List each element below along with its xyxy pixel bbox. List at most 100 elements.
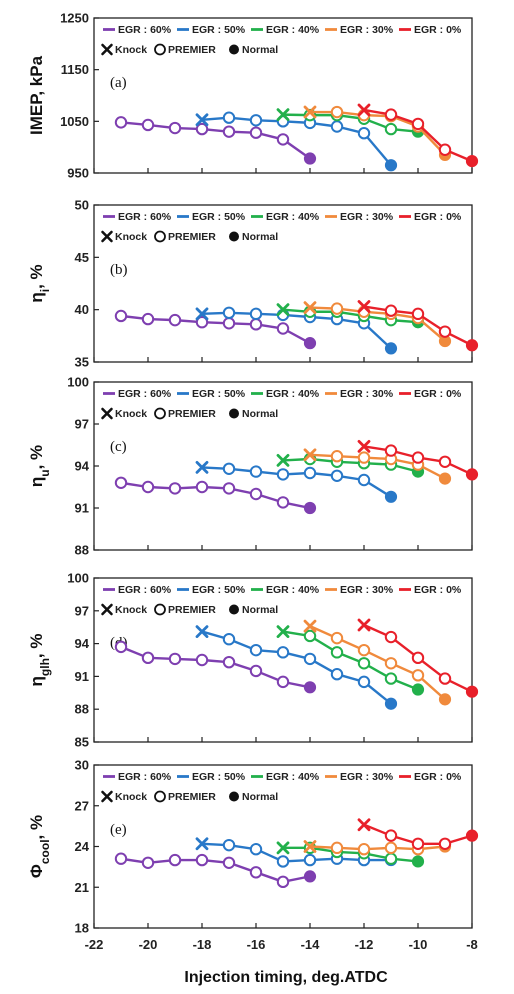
- data-point: [330, 668, 344, 681]
- data-point: [303, 629, 317, 643]
- y-tick-label: 21: [75, 880, 89, 895]
- data-point: [384, 841, 398, 855]
- data-point: [303, 681, 317, 694]
- data-point: [411, 855, 425, 868]
- data-point: [222, 462, 236, 475]
- panel-label: (b): [110, 262, 128, 278]
- data-point: [384, 657, 398, 670]
- y-axis-label-symbol: Φ: [27, 864, 46, 878]
- legend-label: EGR : 0%: [414, 771, 462, 783]
- data-point: [195, 653, 209, 667]
- y-axis-label-unit: , %: [27, 634, 46, 659]
- data-point: [276, 133, 290, 146]
- series-0: [114, 640, 317, 694]
- data-point: [249, 114, 263, 127]
- legend-knock-marker: [101, 43, 113, 56]
- legend-label: EGR : 0%: [414, 388, 462, 400]
- data-point: [222, 633, 236, 646]
- x-axis-label: Injection timing, deg.ATDC: [184, 969, 388, 986]
- data-point: [222, 306, 236, 320]
- x-tick-label: -12: [355, 937, 374, 952]
- data-point: [357, 127, 371, 140]
- x-tick-label: -20: [139, 937, 158, 952]
- data-point: [249, 643, 263, 657]
- legend-label: EGR : 60%: [118, 771, 172, 783]
- data-point: [168, 652, 182, 666]
- data-point: [330, 646, 344, 659]
- legend-marker-label: PREMIER: [168, 604, 216, 616]
- data-point: [411, 683, 425, 696]
- data-point: [276, 841, 290, 855]
- series-1: [195, 111, 398, 172]
- y-axis-label-subscript: i: [38, 289, 52, 292]
- data-point: [141, 651, 155, 665]
- legend-label: EGR : 50%: [192, 24, 246, 36]
- data-point: [276, 468, 290, 481]
- y-axis-label-unit: , %: [27, 264, 46, 289]
- series-0: [114, 309, 317, 350]
- data-point: [195, 461, 209, 474]
- series-3: [303, 619, 452, 706]
- data-point: [276, 646, 290, 659]
- x-tick-label: -10: [409, 937, 428, 952]
- y-tick-label: 91: [75, 669, 89, 684]
- data-point: [114, 116, 128, 129]
- legend-label: EGR : 0%: [414, 24, 462, 36]
- y-tick-label: 45: [75, 250, 89, 265]
- y-tick-label: 950: [67, 166, 89, 181]
- data-point: [384, 342, 398, 355]
- x-tick-label: -16: [247, 937, 266, 952]
- data-point: [114, 852, 128, 865]
- legend-label: EGR : 40%: [266, 211, 320, 223]
- data-point: [222, 317, 236, 330]
- data-point: [195, 307, 209, 321]
- legend-marker-label: Knock: [115, 231, 147, 243]
- data-point: [276, 675, 290, 689]
- y-axis-label-symbol: η: [27, 676, 46, 686]
- data-point: [249, 664, 263, 678]
- legend-label: EGR : 50%: [192, 211, 246, 223]
- legend: EGR : 60% EGR : 50% EGR : 40% EGR : 30% EGR …: [101, 24, 462, 56]
- data-point: [465, 685, 479, 698]
- legend-label: EGR : 40%: [266, 24, 320, 36]
- legend-label: EGR : 60%: [118, 211, 172, 223]
- legend-label: EGR : 40%: [266, 388, 320, 400]
- y-axis-label-subscript: u: [38, 469, 52, 476]
- x-tick-label: -14: [301, 937, 321, 952]
- data-point: [249, 126, 263, 139]
- legend: EGR : 60% EGR : 50% EGR : 40% EGR : 30% EGR …: [101, 211, 462, 243]
- data-point: [303, 152, 317, 165]
- y-tick-label: 24: [75, 839, 90, 854]
- data-point: [303, 466, 317, 480]
- y-axis-label-subscript: glh: [38, 658, 52, 676]
- data-point: [357, 657, 371, 670]
- data-point: [303, 870, 317, 883]
- data-point: [195, 480, 209, 494]
- legend-marker-label: Knock: [115, 44, 147, 56]
- legend-premier-marker: [154, 43, 166, 56]
- data-point: [411, 837, 425, 850]
- data-point: [141, 480, 155, 494]
- y-tick-label: 88: [75, 702, 89, 717]
- data-point: [384, 852, 398, 865]
- y-axis-label-unit: , %: [27, 815, 46, 840]
- series-3: [303, 448, 452, 485]
- y-tick-label: 100: [67, 571, 89, 586]
- data-point: [276, 496, 290, 509]
- legend-marker-label: PREMIER: [168, 44, 216, 56]
- y-tick-label: 94: [75, 459, 90, 474]
- series-line: [201, 116, 392, 167]
- legend-label: EGR : 30%: [340, 24, 394, 36]
- y-tick-label: 1150: [61, 62, 89, 77]
- data-point: [141, 856, 155, 869]
- y-axis-label: ηglh, %: [27, 634, 52, 687]
- panel-label: (a): [110, 75, 127, 91]
- legend-marker-label: Knock: [115, 408, 147, 420]
- legend-premier-marker: [154, 790, 166, 803]
- legend-label: EGR : 30%: [340, 771, 394, 783]
- data-point: [384, 672, 398, 685]
- data-point: [303, 840, 317, 853]
- data-point: [195, 316, 209, 329]
- series-0: [114, 852, 317, 889]
